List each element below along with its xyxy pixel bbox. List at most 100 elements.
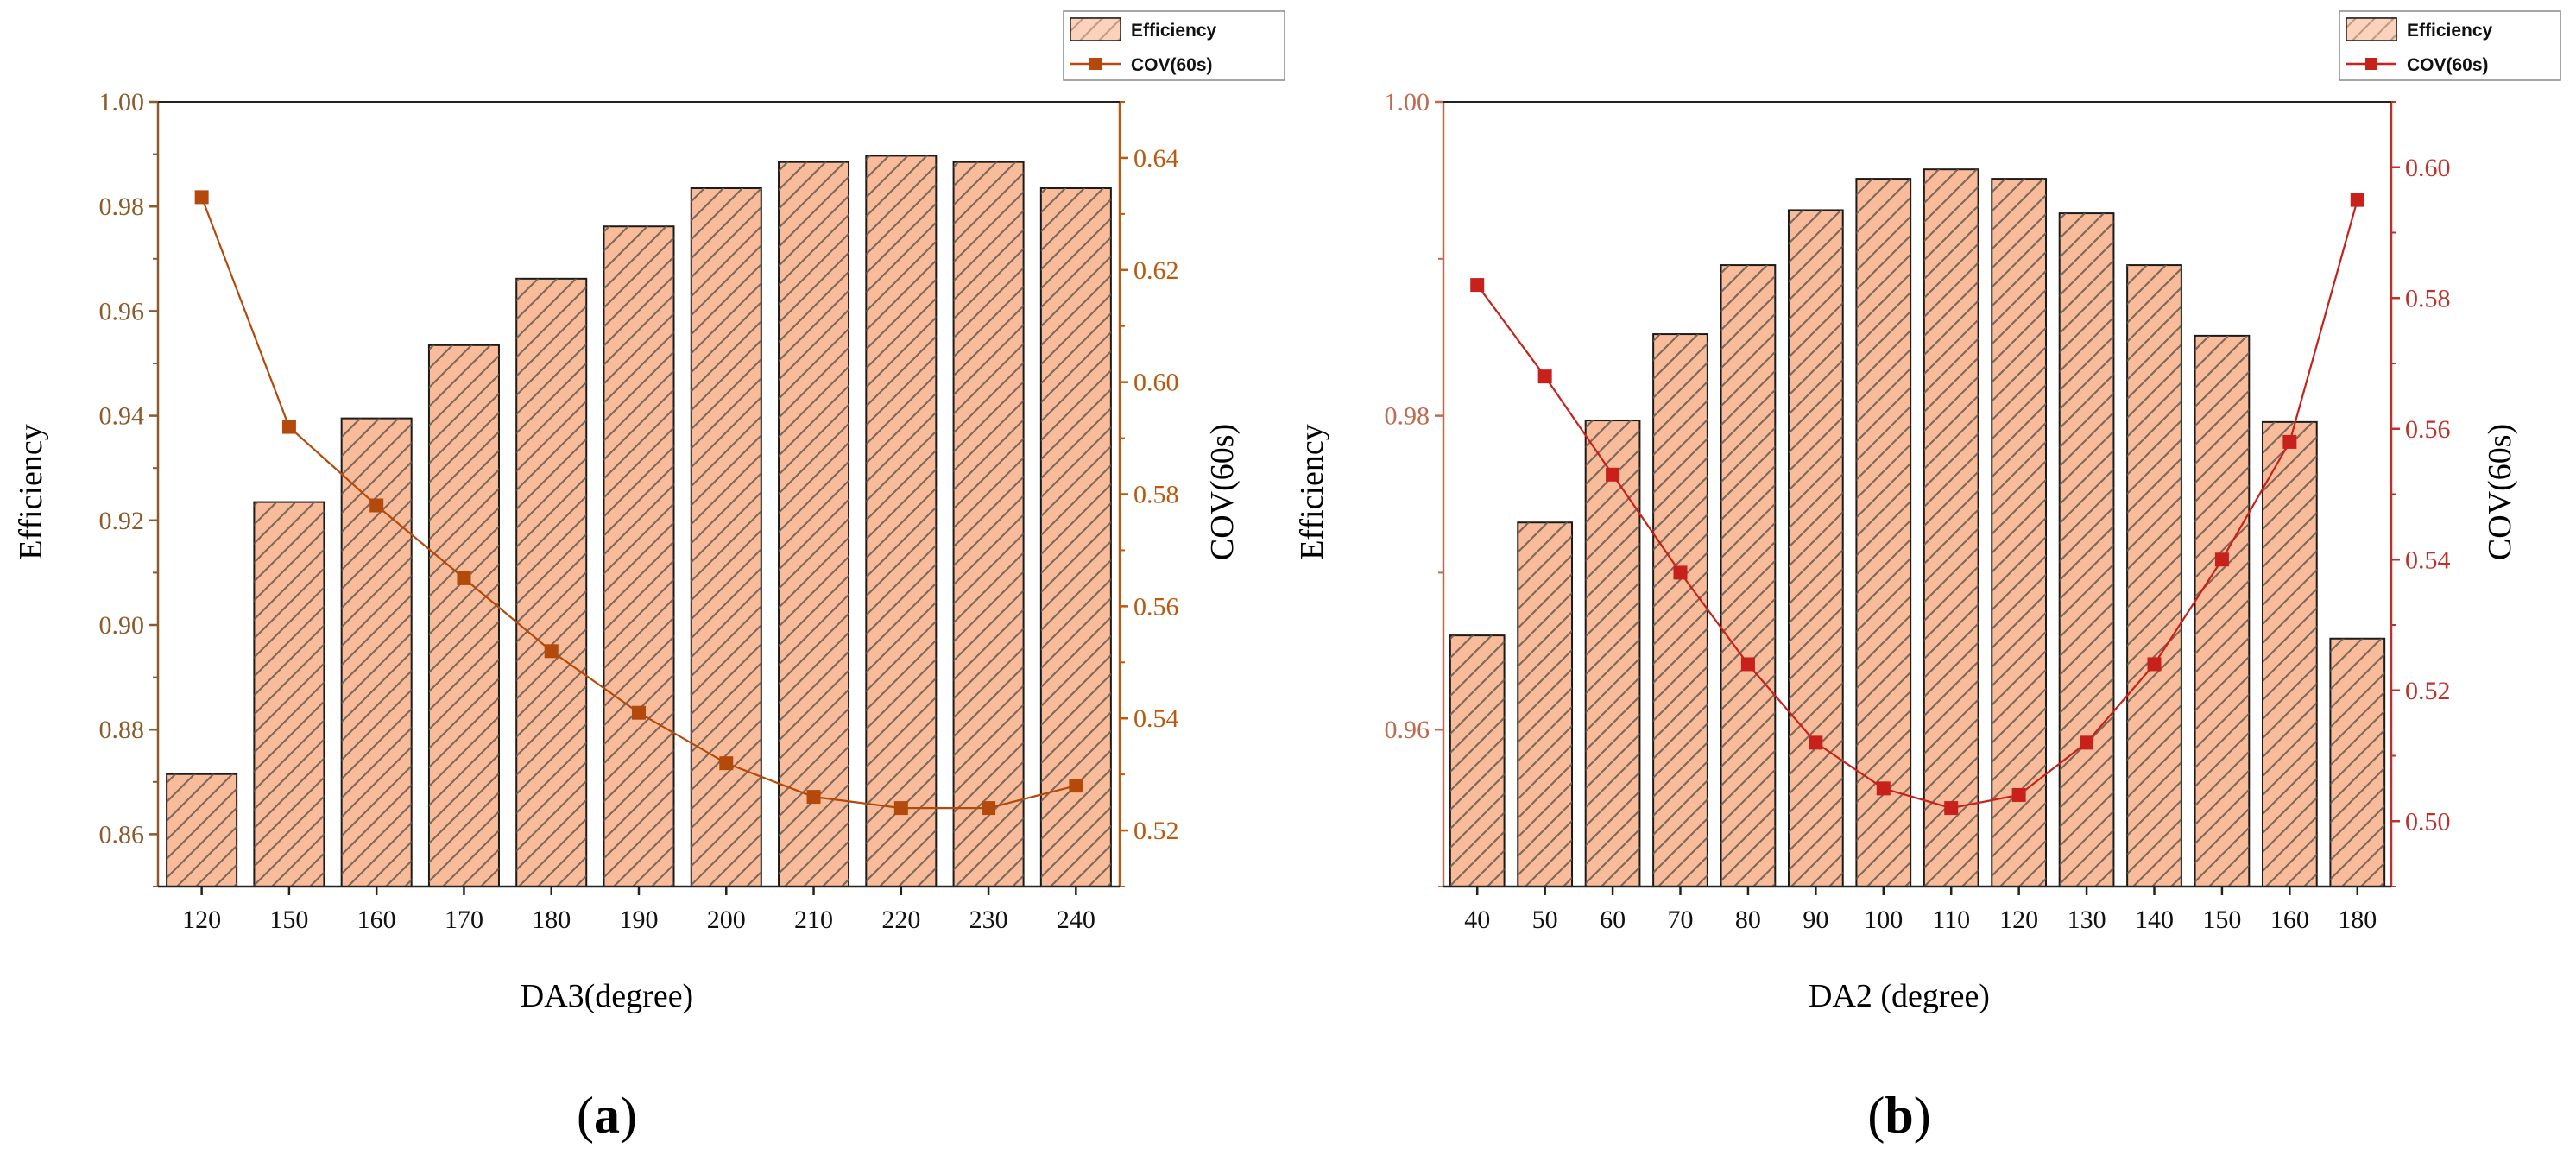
x-tick-label: 180 [532,906,571,934]
bar-hatch [516,278,587,887]
y-tick-label-left: 0.92 [99,507,145,535]
bar-hatch [1788,210,1843,887]
cov-point [457,571,471,585]
bar-hatch [1585,420,1640,887]
cov-point [1470,278,1485,293]
y-tick-label-left: 0.96 [99,297,145,325]
bar-hatch [1923,169,1979,887]
bar-hatch [2127,265,2181,887]
y-axis-title-left: Efficiency [13,424,49,560]
cov-point [1606,467,1620,482]
cov-point [806,790,821,805]
legend-marker-cov [1089,58,1102,70]
x-tick-label: 230 [969,906,1008,934]
x-tick-label: 90 [1803,906,1828,934]
x-tick-label: 150 [2202,906,2241,934]
x-axis-title: DA2 (degree) [1809,978,1990,1014]
x-axis-title: DA3(degree) [521,978,693,1014]
bar-hatch [779,161,849,887]
x-tick-label: 100 [1864,906,1903,934]
bar-hatch [2059,213,2114,887]
x-tick-label: 50 [1532,906,1558,934]
cov-point [1876,781,1891,796]
bar-hatch [1720,265,1776,887]
legend-label-cov: COV(60s) [1131,55,1213,75]
x-tick-label: 170 [445,906,483,934]
bar-hatch [167,773,237,887]
bar-hatch [341,418,412,887]
cov-point [2011,787,2026,802]
cov-point [1537,369,1552,384]
x-tick-label: 160 [2270,906,2309,934]
legend: Efficiency COV(60s) [2339,10,2561,81]
cov-point [2282,434,2297,449]
y-axis-title-right: COV(60s) [1204,424,1241,560]
legend-marker-cov [2365,58,2377,70]
y-tick-label-left: 0.98 [1385,402,1430,431]
y-tick-label-right: 0.56 [2405,415,2451,444]
legend: Efficiency COV(60s) [1063,10,1285,81]
x-tick-label: 80 [1735,906,1761,934]
cov-point [2350,192,2364,207]
x-tick-label: 110 [1932,906,1970,934]
x-tick-label: 240 [1057,906,1095,934]
x-tick-label: 160 [357,906,396,934]
chart-panel-a: 0.86 0.88 0.90 0.92 0.94 0.96 0.98 1.00 0.52 0.54… [13,10,1285,1144]
y-tick-label-right: 0.60 [1133,369,1179,397]
x-tick-label: 200 [707,906,746,934]
series-line-cov [1476,199,2358,810]
x-tick-label: 120 [1999,906,2038,934]
y-tick-label-right: 0.54 [1133,704,1179,733]
y-tick-label-right: 0.58 [2405,284,2451,312]
cov-point [893,801,908,816]
bar-hatch [1518,522,1573,887]
y-tick-label-left: 1.00 [1385,88,1430,117]
cov-point [2080,735,2094,750]
y-tick-label-left: 0.98 [99,192,145,221]
y-axis-title-left: Efficiency [1294,424,1330,560]
bar-hatch [691,187,761,887]
y-tick-label-left: 0.90 [99,611,145,640]
y-tick-label-left: 0.88 [99,716,145,744]
x-tick-label: 70 [1668,906,1694,934]
bar-hatch [866,155,937,887]
cov-point [1740,657,1755,672]
y-tick-label-left: 0.96 [1385,716,1430,744]
y-tick-label-right: 0.60 [2405,154,2451,182]
cov-point [2147,657,2162,672]
cov-point [719,756,734,771]
y-tick-label-right: 0.52 [1133,817,1179,845]
bar-hatch [1856,179,1911,887]
x-tick-label: 180 [2338,906,2377,934]
y-tick-label-left: 0.94 [99,402,145,431]
bar-hatch [254,502,325,887]
y-tick-label-right: 0.58 [1133,481,1179,509]
cov-point [1944,801,1959,816]
bar-hatch [1992,179,2047,887]
x-tick-label: 120 [182,906,221,934]
cov-point [632,705,646,720]
x-tick-label: 150 [269,906,308,934]
y-tick-label-right: 0.64 [1133,144,1179,173]
cov-point [2214,552,2229,567]
panel-label: (b) [1867,1087,1930,1144]
y-tick-label-left: 1.00 [99,88,145,117]
bar-hatch [603,226,674,887]
bar-hatch [2262,421,2317,887]
x-tick-label: 190 [620,906,659,934]
legend-label-cov: COV(60s) [2407,55,2489,75]
y-tick-label-right: 0.50 [2405,807,2451,836]
y-tick-label-right: 0.52 [2405,677,2451,705]
legend-label-efficiency: Efficiency [1131,21,1217,41]
x-tick-label: 140 [2135,906,2174,934]
x-tick-label: 40 [1464,906,1490,934]
x-tick-label: 220 [881,906,920,934]
cov-point [1673,565,1688,580]
cov-point [982,801,996,816]
cov-point [1069,779,1083,793]
bar-hatch [1449,635,1505,887]
chart-panel-b: 0.96 0.98 1.00 0.50 0.52 0.54 0.56 0.58 0.60 40 50… [1294,10,2561,1144]
bar-hatch [953,161,1024,887]
y-axis-title-right: COV(60s) [2482,424,2518,560]
y-tick-label-right: 0.54 [2405,546,2451,574]
